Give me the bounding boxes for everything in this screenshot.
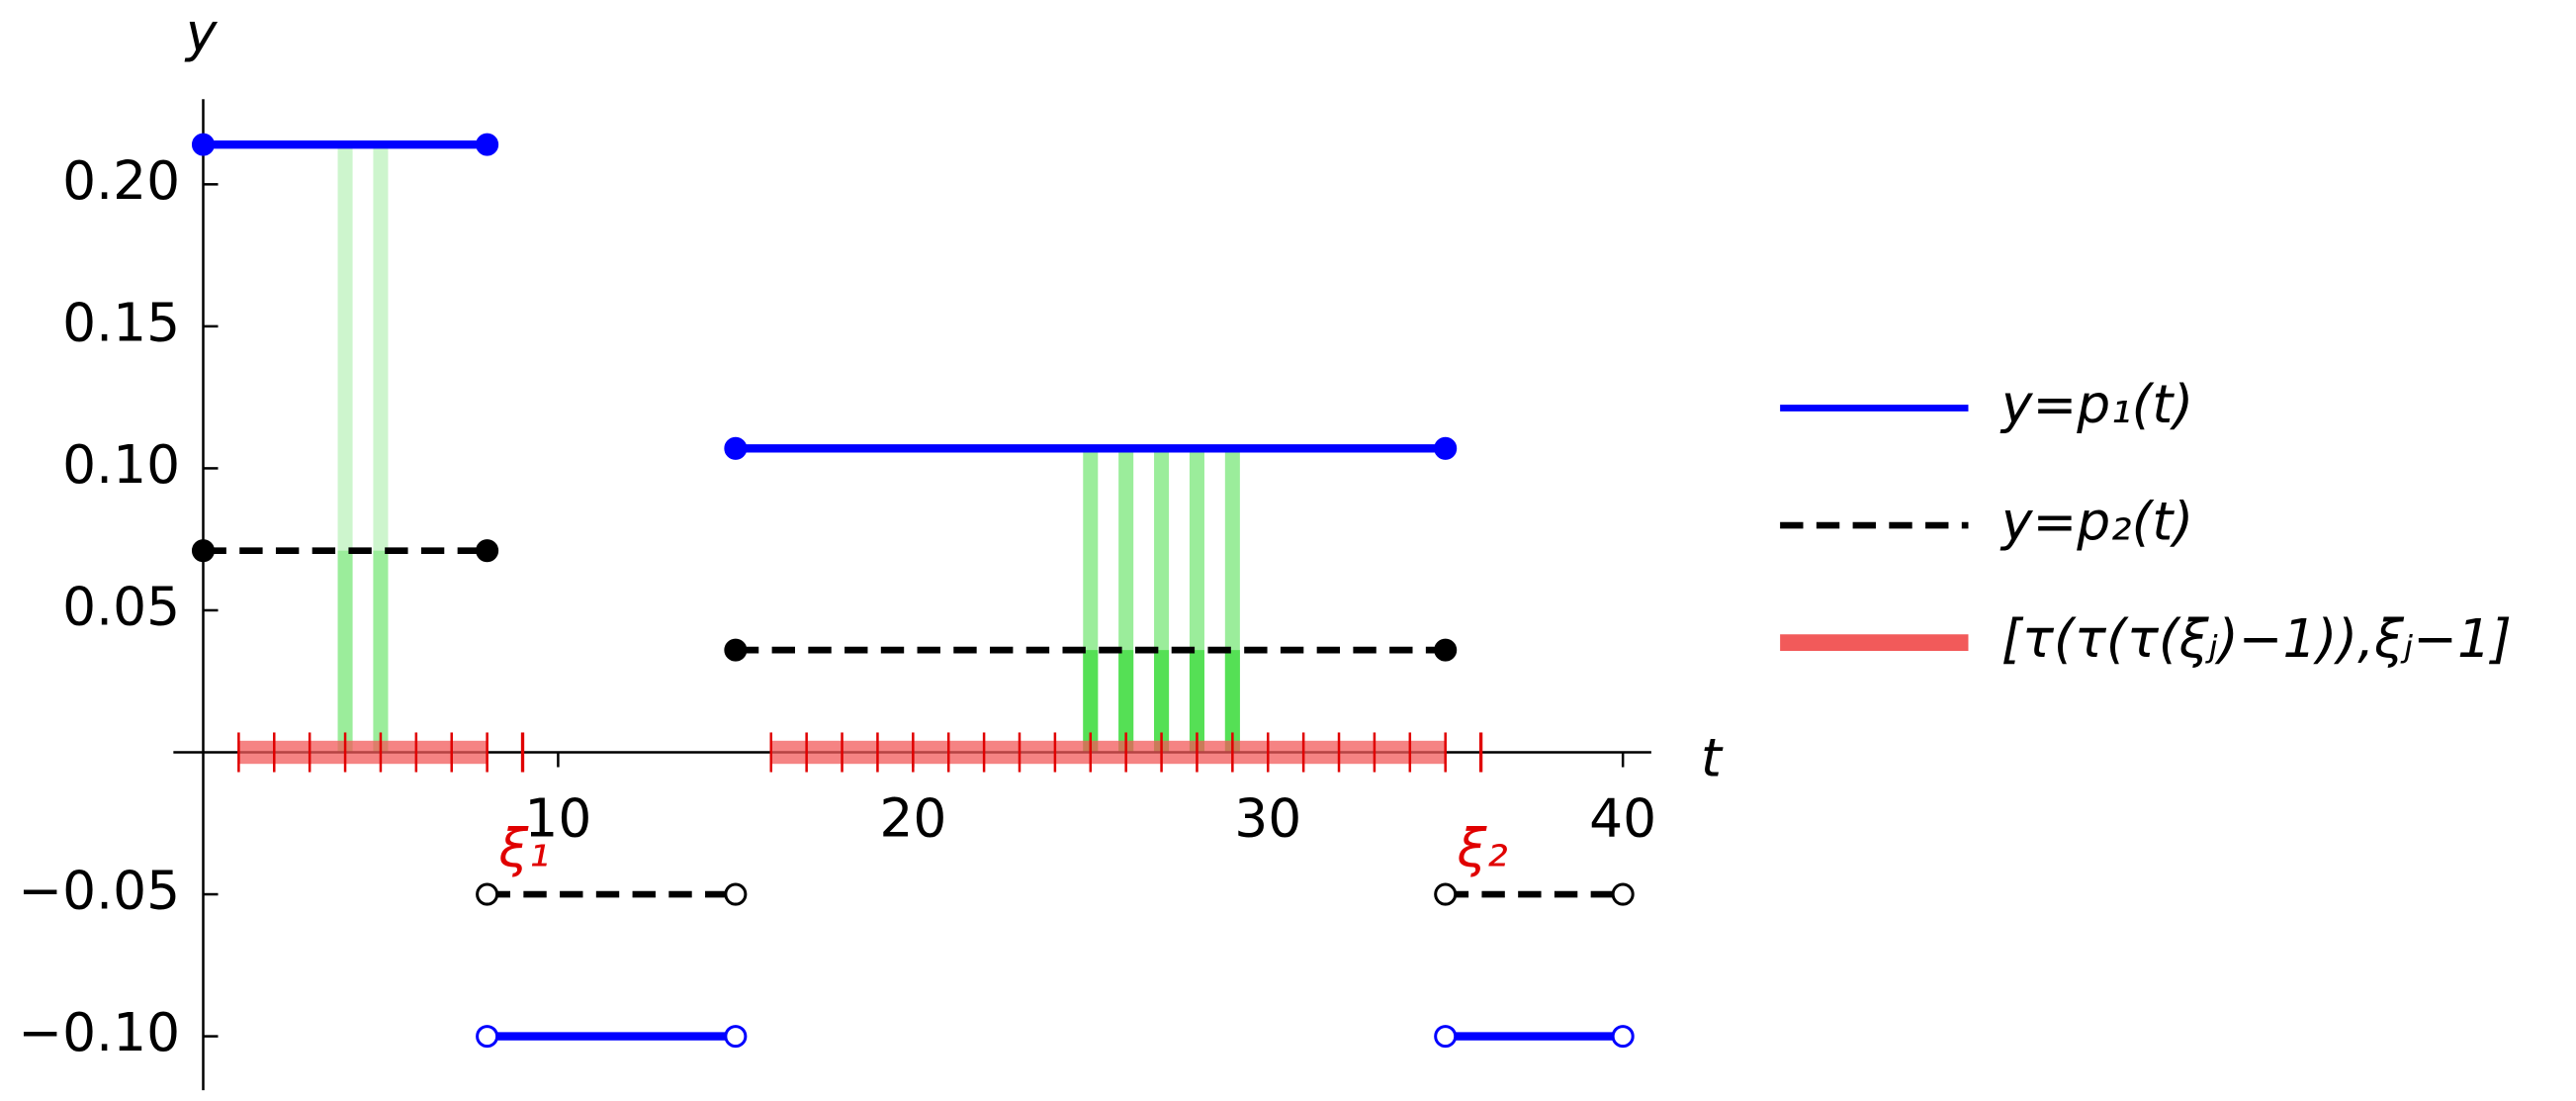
legend-label: y=p₁(t) xyxy=(1999,373,2193,435)
segment-endpoint xyxy=(1611,882,1635,906)
segment-endpoint xyxy=(476,1025,499,1049)
segment-endpoint xyxy=(724,436,748,460)
segment-endpoint xyxy=(1434,436,1458,460)
y-tick-label: 0.05 xyxy=(62,576,180,638)
y-tick-label: 0.20 xyxy=(62,149,180,212)
bar-lower xyxy=(337,550,353,753)
bar-lower xyxy=(373,550,389,753)
annotation-label: ξ₁ xyxy=(498,816,550,878)
bar-lower xyxy=(1224,650,1240,753)
segment-endpoint xyxy=(724,882,748,906)
segment-endpoint xyxy=(724,1025,748,1049)
x-tick-label: 10 xyxy=(524,786,591,849)
x-tick-label: 20 xyxy=(879,786,946,849)
y-axis-label: y xyxy=(184,1,219,63)
segment-endpoint xyxy=(1434,638,1458,662)
bar-lower xyxy=(1154,650,1170,753)
segment-endpoint xyxy=(191,133,216,156)
segment-endpoint xyxy=(476,882,499,906)
y-tick-label: −0.05 xyxy=(18,860,180,922)
segment-endpoint xyxy=(476,539,499,563)
x-tick-label: 40 xyxy=(1589,786,1656,849)
segment-endpoint xyxy=(191,539,216,563)
legend-label: y=p₂(t) xyxy=(1999,491,2193,553)
bar-lower xyxy=(1118,650,1134,753)
annotation-label: ξ₂ xyxy=(1457,816,1508,878)
y-tick-label: 0.15 xyxy=(62,292,180,354)
x-axis-label: t xyxy=(1701,726,1724,788)
interval-band xyxy=(770,740,1446,765)
segment-endpoint xyxy=(1434,1025,1458,1049)
y-tick-label: −0.10 xyxy=(18,1001,180,1063)
interval-band xyxy=(238,740,488,765)
segment-endpoint xyxy=(1611,1025,1635,1049)
legend-label: [τ(τ(τ(ξⱼ)−1)),ξⱼ−1] xyxy=(2001,607,2512,670)
bar-lower xyxy=(1189,650,1204,753)
y-tick-label: 0.10 xyxy=(62,433,180,496)
segment-endpoint xyxy=(724,638,748,662)
x-tick-label: 30 xyxy=(1234,786,1301,849)
segment-endpoint xyxy=(1434,882,1458,906)
segment-endpoint xyxy=(476,133,499,156)
bar-lower xyxy=(1083,650,1099,753)
